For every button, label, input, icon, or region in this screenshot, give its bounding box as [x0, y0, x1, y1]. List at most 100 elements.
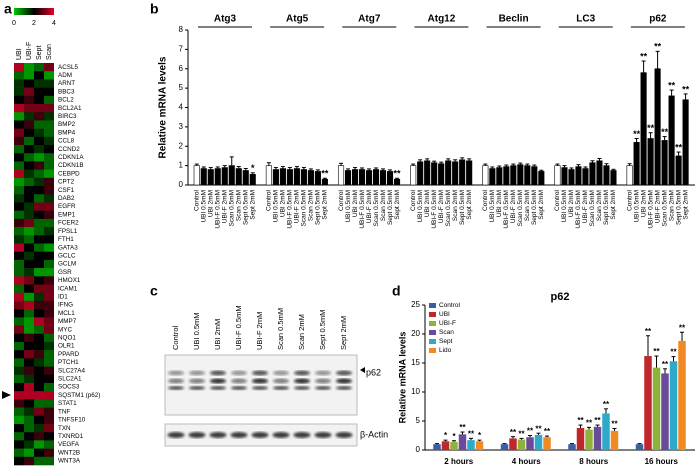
- x-tick-label: Sept 0.5mM: [387, 190, 394, 225]
- bar: [568, 169, 575, 186]
- bar: [379, 170, 387, 186]
- bar: [431, 162, 438, 186]
- heatmap-cell: [14, 227, 24, 236]
- bar: [496, 167, 503, 186]
- heatmap-cell: [44, 448, 54, 458]
- heatmap-cell: [14, 456, 24, 466]
- heatmap-cell: [44, 292, 54, 302]
- row-label: TXN: [58, 425, 71, 432]
- heatmap-cell: [24, 432, 34, 441]
- row-label: GSR: [58, 269, 72, 276]
- heatmap-cell: [44, 87, 54, 97]
- x-tick-label: UBI-F 0.5mM: [647, 190, 654, 229]
- band: [210, 370, 226, 376]
- bar: [503, 166, 510, 186]
- bar: [358, 169, 366, 186]
- heatmap-cell: [44, 227, 54, 236]
- panel-label: a: [4, 1, 12, 17]
- bar: [626, 165, 633, 186]
- x-tick-label: Control: [338, 189, 345, 211]
- x-tick-label: Control: [554, 189, 561, 211]
- legend-label: Control: [439, 302, 461, 309]
- legend-swatch: [429, 321, 436, 326]
- heatmap-cell: [34, 448, 44, 458]
- y-tick-label: 5: [179, 83, 184, 92]
- heatmap-cell: [14, 407, 24, 417]
- heatmap-cell: [44, 382, 54, 392]
- bar: [321, 178, 328, 186]
- significance: **: [535, 424, 542, 433]
- heatmap-cell: [34, 95, 44, 105]
- bar: [534, 434, 543, 450]
- legend-swatch: [429, 339, 436, 344]
- heatmap-cell: [44, 251, 54, 261]
- bar: [603, 165, 610, 186]
- bar: [500, 444, 509, 450]
- x-tick-label: UBI 2mM: [280, 190, 287, 217]
- row-label: NQO1: [58, 335, 76, 342]
- panel-label: d: [392, 283, 401, 299]
- bar: [351, 169, 359, 186]
- x-tick-label: UBI-F 0.5mM: [575, 190, 582, 229]
- heatmap-cell: [44, 95, 54, 105]
- blot: [167, 370, 353, 438]
- band: [272, 432, 290, 438]
- heatmap-cell: [14, 161, 24, 170]
- y-tick-label: 1: [179, 161, 184, 170]
- significance: **: [661, 127, 669, 137]
- heatmap-cell: [44, 210, 54, 220]
- heatmap-cell: [24, 169, 34, 179]
- heatmap-cell: [44, 153, 54, 162]
- lane-label: Scan 2mM: [297, 314, 306, 350]
- heatmap-cell: [24, 218, 34, 228]
- x-tick-label: UBI 0.5mM: [200, 190, 207, 223]
- heatmap-cell: [44, 202, 54, 211]
- column-label: Scan: [46, 44, 53, 60]
- heatmap-cell: [24, 79, 34, 88]
- heatmap-cell: [34, 243, 44, 252]
- band-label: β-Actin: [360, 429, 388, 439]
- x-tick-label: Sept 2mM: [394, 190, 401, 220]
- group-title: Atg5: [286, 14, 309, 25]
- heatmap-cell: [14, 423, 24, 433]
- bar: [531, 166, 538, 186]
- band: [273, 386, 289, 390]
- x-tick-label: 4 hours: [512, 457, 541, 466]
- heatmap-cell: [24, 366, 34, 376]
- heatmap-cell: [14, 284, 24, 294]
- x-tick-label: Scan 2mM: [452, 190, 459, 221]
- band: [315, 386, 331, 390]
- heatmap-cell: [34, 186, 44, 195]
- heatmap-cell: [14, 169, 24, 179]
- x-tick-label: UBI 2mM: [496, 190, 503, 217]
- band: [252, 370, 268, 376]
- heatmap-cell: [34, 309, 44, 318]
- significance: *: [478, 431, 482, 440]
- heatmap-cell: [14, 415, 24, 425]
- significance: **: [654, 42, 662, 52]
- x-tick-label: Control: [266, 189, 273, 211]
- heatmap-cell: [34, 71, 44, 80]
- band: [252, 378, 268, 384]
- legend-label: Lido: [439, 347, 452, 354]
- bar: [669, 361, 678, 450]
- legend-label: Scan: [439, 329, 454, 336]
- heatmap-cell: [24, 448, 34, 458]
- bar: [575, 166, 582, 186]
- heatmap-cell: [44, 268, 54, 277]
- bar: [589, 162, 596, 186]
- band: [252, 386, 268, 390]
- group-title: p62: [649, 14, 667, 25]
- bar: [445, 160, 452, 186]
- heatmap-cell: [24, 136, 34, 146]
- significance: **: [611, 420, 618, 429]
- heatmap-cell: [14, 309, 24, 318]
- x-tick-label: 8 hours: [579, 457, 608, 466]
- band: [335, 432, 353, 438]
- band: [210, 378, 226, 384]
- lane-label: Sept 0.5mM: [318, 310, 327, 350]
- row-label: BMP2: [58, 121, 76, 128]
- heatmap-cell: [14, 325, 24, 335]
- panel-label: b: [150, 1, 159, 17]
- significance: **: [394, 169, 402, 179]
